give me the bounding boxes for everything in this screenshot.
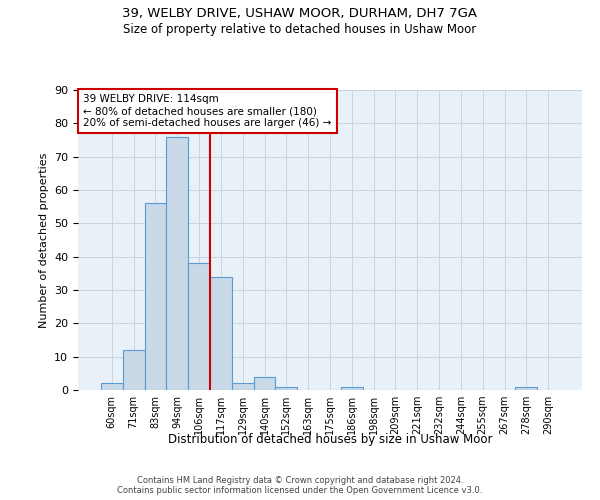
Text: Contains HM Land Registry data © Crown copyright and database right 2024.
Contai: Contains HM Land Registry data © Crown c… bbox=[118, 476, 482, 495]
Bar bbox=[341, 386, 363, 390]
Bar bbox=[188, 264, 210, 390]
Bar bbox=[210, 276, 232, 390]
Bar bbox=[232, 384, 254, 390]
Bar bbox=[166, 136, 188, 390]
Bar bbox=[101, 384, 123, 390]
Bar bbox=[275, 386, 297, 390]
Bar bbox=[123, 350, 145, 390]
Y-axis label: Number of detached properties: Number of detached properties bbox=[38, 152, 49, 328]
Text: 39 WELBY DRIVE: 114sqm
← 80% of detached houses are smaller (180)
20% of semi-de: 39 WELBY DRIVE: 114sqm ← 80% of detached… bbox=[83, 94, 331, 128]
Bar bbox=[254, 376, 275, 390]
Text: Size of property relative to detached houses in Ushaw Moor: Size of property relative to detached ho… bbox=[124, 22, 476, 36]
Bar bbox=[515, 386, 537, 390]
Bar bbox=[145, 204, 166, 390]
Text: Distribution of detached houses by size in Ushaw Moor: Distribution of detached houses by size … bbox=[168, 432, 492, 446]
Text: 39, WELBY DRIVE, USHAW MOOR, DURHAM, DH7 7GA: 39, WELBY DRIVE, USHAW MOOR, DURHAM, DH7… bbox=[122, 8, 478, 20]
